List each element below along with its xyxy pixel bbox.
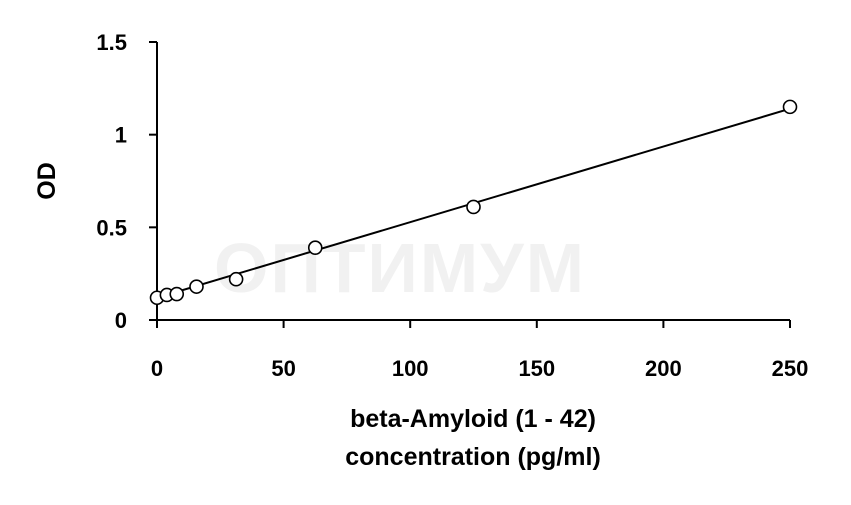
data-points xyxy=(149,99,798,306)
y-tick-label: 1 xyxy=(115,123,127,148)
x-axis-title-line1: beta-Amyloid (1 - 42) xyxy=(350,405,596,433)
watermark: ОПТИМУМ xyxy=(214,229,586,307)
x-ticks: 0 50 100 150 200 250 xyxy=(151,320,808,381)
x-tick-label: 50 xyxy=(271,356,295,381)
data-point xyxy=(782,99,798,115)
x-tick-label: 200 xyxy=(645,356,682,381)
axes xyxy=(156,42,790,321)
x-tick-label: 100 xyxy=(392,356,429,381)
data-point xyxy=(228,271,244,287)
y-axis-title: OD xyxy=(33,162,61,200)
y-tick-label: 0.5 xyxy=(96,215,127,240)
x-axis-title-line2: concentration (pg/ml) xyxy=(345,443,601,471)
x-tick-label: 150 xyxy=(518,356,555,381)
data-point xyxy=(169,286,185,302)
data-point xyxy=(466,199,481,215)
x-tick-label: 0 xyxy=(151,356,163,381)
y-tick-label: 1.5 xyxy=(96,30,127,55)
y-tick-label: 0 xyxy=(115,308,127,333)
data-point xyxy=(189,279,204,294)
y-ticks: 0 0.5 1 1.5 xyxy=(96,30,157,333)
data-point xyxy=(307,240,323,256)
x-tick-label: 250 xyxy=(772,356,809,381)
